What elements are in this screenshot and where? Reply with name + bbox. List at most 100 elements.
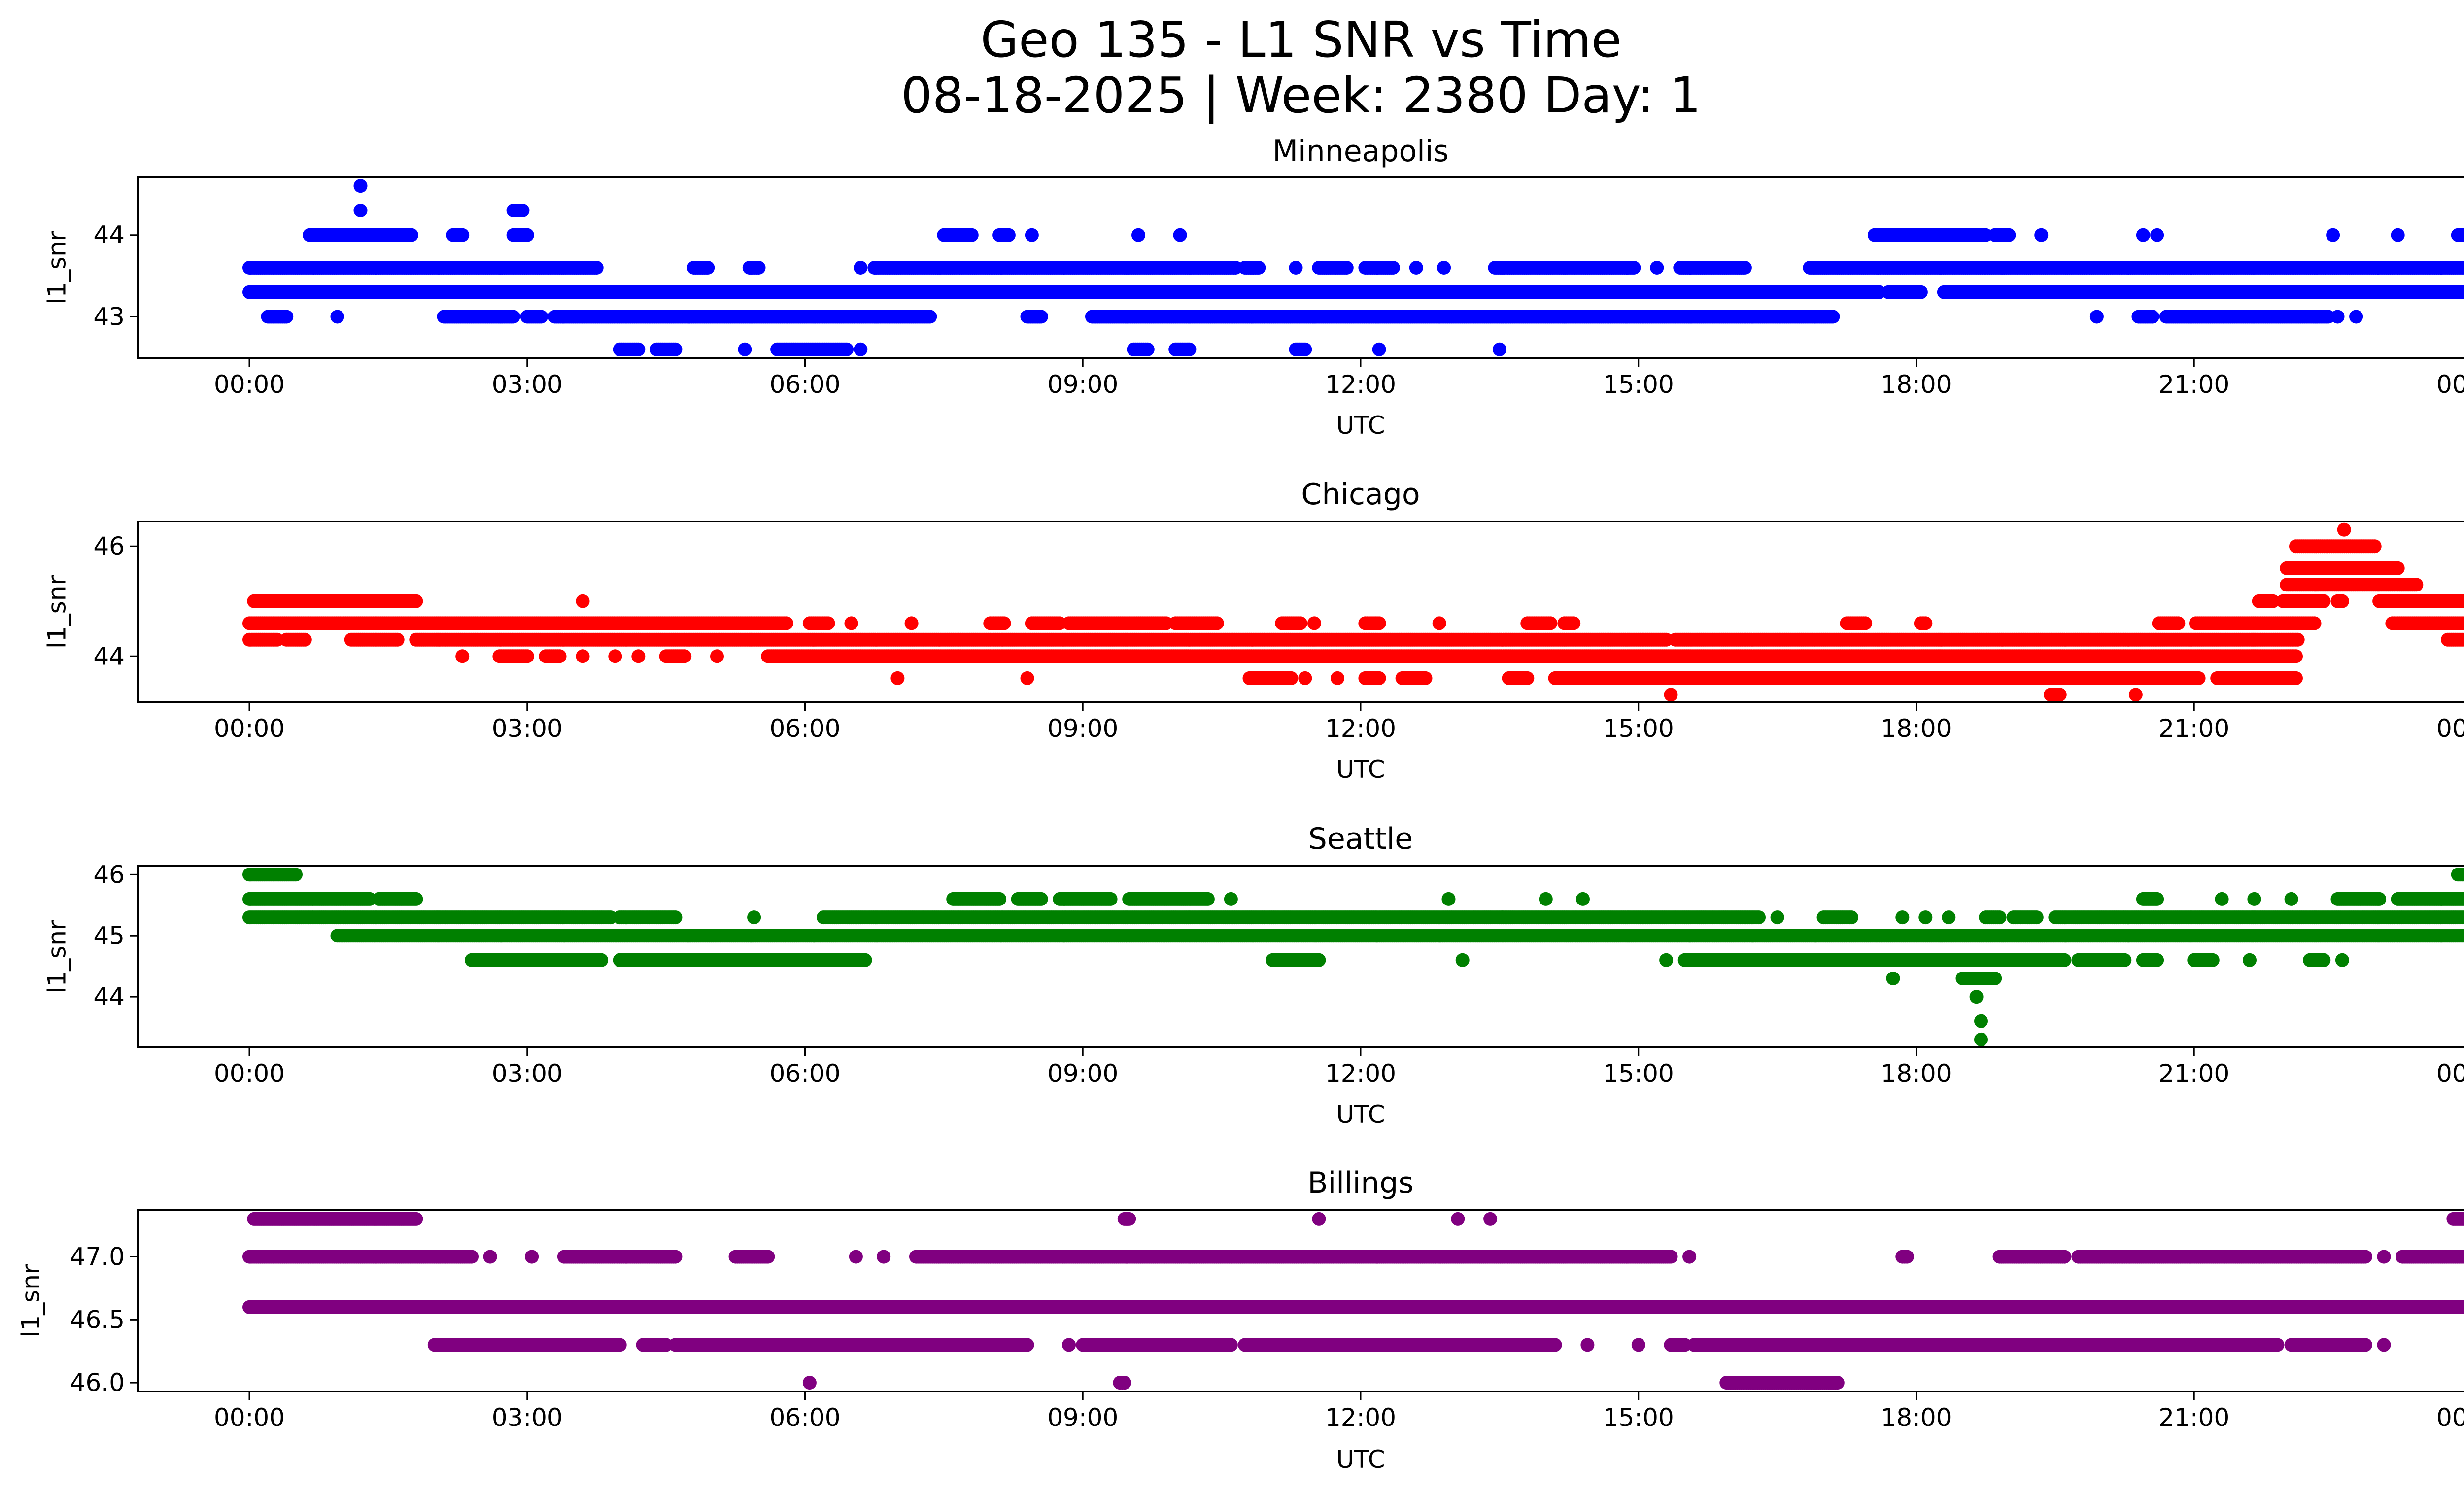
data-point [964,228,979,242]
data-point [1386,261,1400,275]
data-point [854,261,868,275]
data-point [2409,578,2424,592]
data-point [1650,261,1664,275]
data-point [1034,310,1048,324]
panel-title: Chicago [1301,477,1420,512]
data-point [779,616,793,630]
panel-title: Minneapolis [1272,134,1449,169]
data-point [840,342,854,356]
figure-subtitle: 08-18-2025 | Week: 2380 Day: 1 [901,67,1701,124]
data-point [631,342,646,356]
data-point [520,228,534,242]
y-axis-label: l1_snr [43,231,71,304]
data-point [1858,616,1873,630]
data-point [1372,616,1386,630]
data-point [506,310,520,324]
figure-title: Geo 135 - L1 SNR vs Time [981,11,1622,69]
data-point [752,261,766,275]
scatter-points [242,179,2464,356]
data-point [1298,342,1312,356]
data-point [353,179,368,193]
data-point [1567,616,1581,630]
data-point [2150,228,2164,242]
data-point [2136,228,2150,242]
data-point [404,228,418,242]
data-point [997,616,1011,630]
data-point [854,342,868,356]
data-point [904,616,919,630]
data-point [1131,228,1145,242]
x-tick-label: 03:00 [492,370,563,399]
data-point [455,228,470,242]
data-point [1289,261,1303,275]
data-point [821,616,835,630]
data-point [409,594,423,608]
data-point [1140,342,1155,356]
data-point [2391,228,2405,242]
data-point [1293,616,1307,630]
data-point [1372,342,1386,356]
data-point [2307,616,2322,630]
data-point [390,632,405,647]
data-point [2461,262,2464,274]
data-point [279,310,294,324]
data-point [1738,261,1752,275]
x-axis-label: UTC [1336,755,1385,784]
data-point [589,261,604,275]
data-point [2367,539,2382,554]
data-point [1627,261,1641,275]
data-point [2171,616,2186,630]
x-tick-label: 06:00 [769,370,840,399]
x-tick-label: 00:00 [2436,370,2464,399]
data-point [2349,310,2363,324]
data-point [2002,228,2016,242]
data-point [844,616,858,630]
data-point [2317,594,2331,608]
data-point [1001,228,1016,242]
x-tick-label: 00:00 [214,370,285,399]
data-point [576,594,590,608]
data-point [298,632,312,647]
data-point [1210,616,1224,630]
x-tick-label: 21:00 [2158,370,2229,399]
data-point [1182,342,1197,356]
data-point [2330,310,2345,324]
data-point [1173,228,1187,242]
data-point [738,342,752,356]
x-tick-label: 15:00 [1603,370,1674,399]
x-tick-label: 18:00 [1881,370,1951,399]
data-point [2461,229,2464,241]
data-point [1826,310,1840,324]
data-point [1492,342,1506,356]
data-point [1409,261,1423,275]
data-point [1432,616,1446,630]
data-point [534,310,548,324]
data-point [1914,285,1928,299]
data-point [330,310,344,324]
data-point [701,261,715,275]
data-point [1025,228,1039,242]
data-point [2337,522,2351,537]
data-point [1339,261,1354,275]
data-point [2145,310,2159,324]
y-tick-label: 43 [93,302,125,331]
x-tick-label: 09:00 [1047,370,1118,399]
data-point [353,204,368,217]
data-point [2326,228,2340,242]
data-point [1252,261,1266,275]
data-point [1918,616,1933,630]
y-tick-label: 44 [93,221,125,249]
x-axis-label: UTC [1336,411,1385,440]
data-point [2034,228,2049,242]
data-point [668,342,683,356]
panel-minneapolis: Minneapolis UTC l1_snr 00:00 03:00 06:00 09… [43,134,2464,440]
data-point [2335,594,2349,608]
data-point [1307,616,1321,630]
data-point [2391,561,2405,575]
x-tick-label: 12:00 [1325,370,1396,399]
data-point [2089,310,2104,324]
y-axis-label: l1_snr [43,575,71,649]
data-point [923,310,937,324]
